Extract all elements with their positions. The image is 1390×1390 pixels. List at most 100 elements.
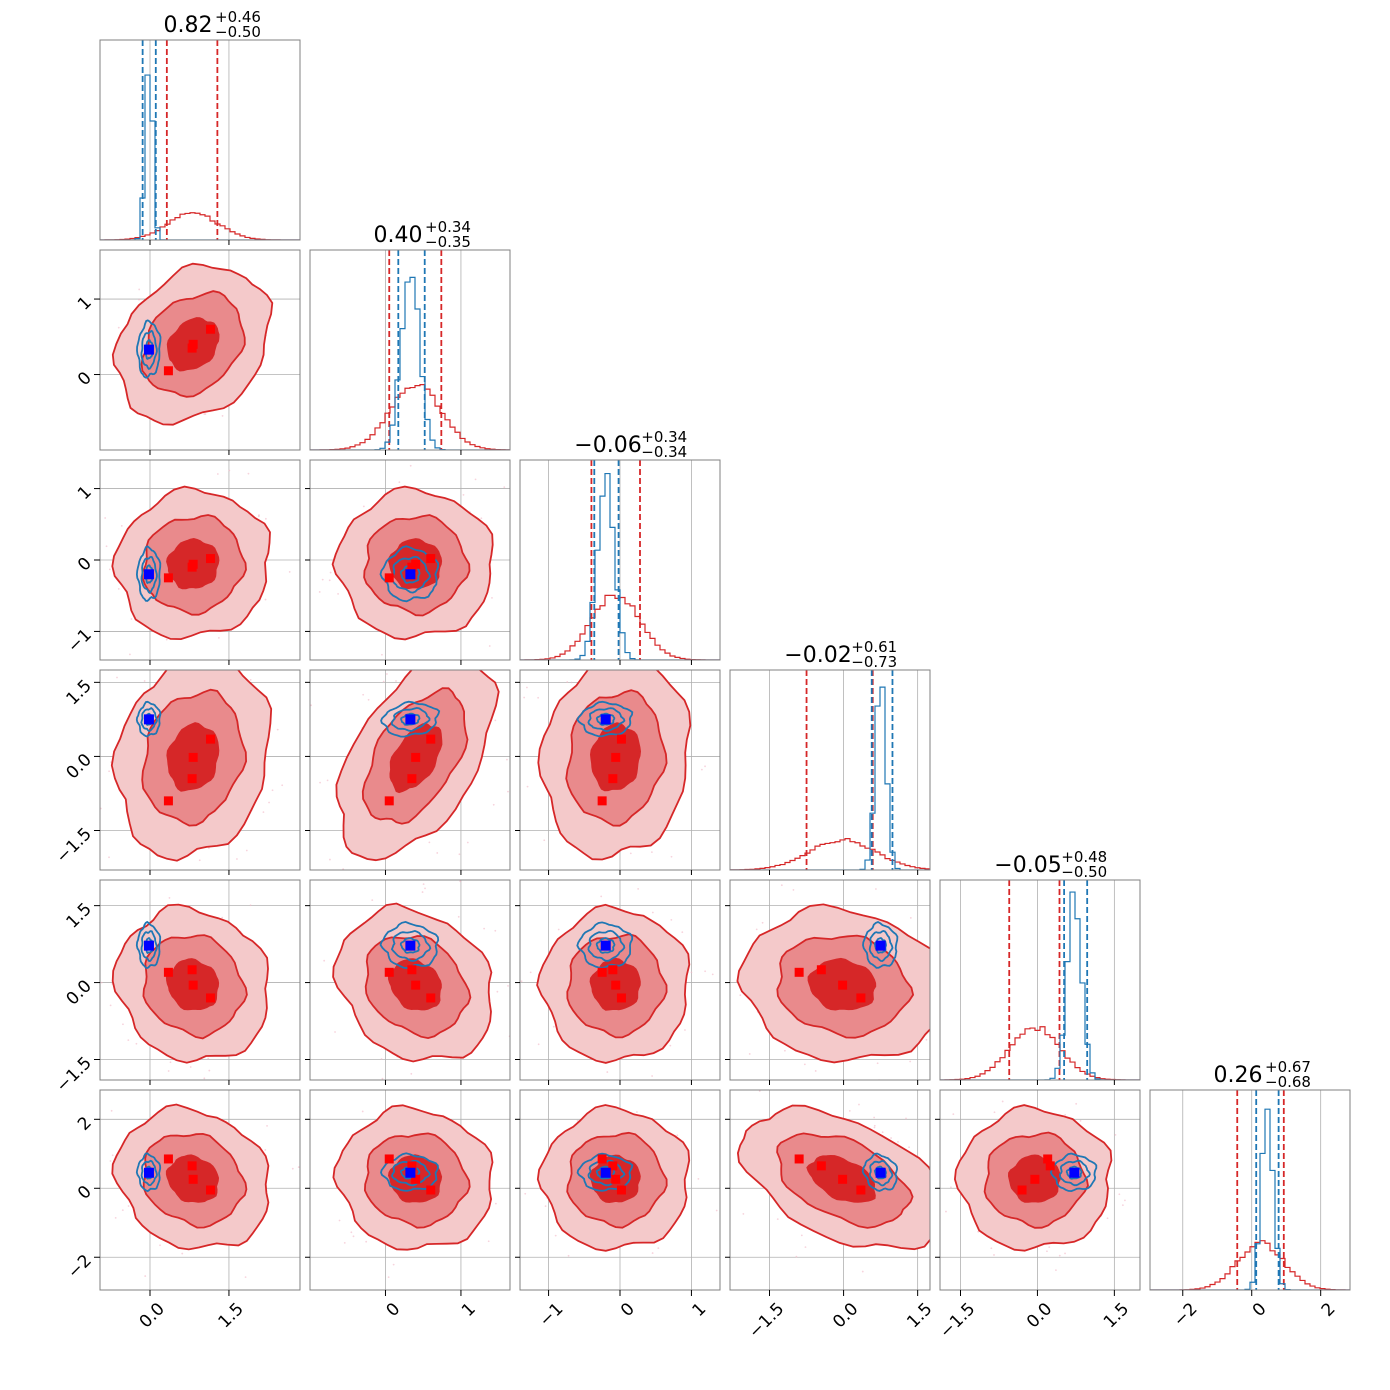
sample-point — [552, 1025, 555, 1028]
sample-point — [503, 486, 506, 489]
truth-marker — [405, 940, 416, 951]
sample-point — [944, 945, 946, 947]
sample-point — [637, 887, 640, 890]
sample-point — [146, 1077, 148, 1079]
sample-point — [203, 1077, 206, 1080]
y-tick-label: 1 — [74, 293, 96, 315]
panel-frame — [309, 249, 511, 451]
red-contour — [776, 1132, 914, 1229]
sample-point — [583, 665, 585, 667]
sample-point — [385, 673, 388, 675]
blue-contour — [576, 921, 634, 969]
blue-contour — [136, 319, 162, 379]
sample-point — [121, 1209, 124, 1212]
sample-point — [993, 1254, 995, 1256]
panel-frame — [99, 249, 301, 451]
blue-contour — [868, 1159, 894, 1187]
x-tick-label: −1.5 — [745, 1299, 788, 1342]
sample-point — [487, 1240, 490, 1243]
sample-point — [977, 1230, 980, 1233]
sample-point — [398, 481, 401, 484]
red-contour — [332, 902, 493, 1063]
sample-point — [117, 326, 120, 329]
panel-frame — [99, 879, 301, 1081]
sample-point — [329, 571, 332, 574]
red-contour — [111, 1103, 270, 1251]
sample-point — [795, 1255, 798, 1258]
sample-point — [111, 1154, 114, 1157]
sample-point — [711, 973, 714, 976]
sample-point — [264, 598, 267, 601]
sample-point — [207, 1057, 210, 1060]
sample-point — [380, 1058, 383, 1060]
sample-point — [1118, 1193, 1121, 1196]
red-marker — [611, 1174, 621, 1184]
sample-point — [110, 1109, 113, 1112]
sample-point — [1048, 1246, 1051, 1249]
panel-5-3 — [730, 1090, 939, 1290]
sample-point — [529, 971, 532, 974]
sample-point — [651, 1252, 654, 1254]
sample-point — [109, 1004, 112, 1007]
x-tick-label: 1 — [688, 1299, 710, 1321]
sample-point — [537, 1043, 540, 1046]
y-tick-label: 0.0 — [63, 750, 96, 783]
hist-title-value: 0.26 — [1214, 1063, 1263, 1088]
truth-marker — [875, 1167, 886, 1178]
blue-contour — [576, 1152, 634, 1192]
sample-point — [447, 1091, 449, 1093]
sample-point — [96, 723, 98, 725]
sample-point — [127, 1205, 130, 1207]
red-marker — [206, 993, 216, 1003]
sample-point — [666, 1071, 668, 1073]
sample-point — [29, 324, 31, 326]
sample-point — [937, 1244, 939, 1246]
sample-point — [803, 1063, 806, 1066]
sample-point — [114, 1216, 117, 1219]
panel-frame — [309, 879, 511, 1081]
sample-point — [198, 859, 201, 862]
red-marker — [187, 965, 197, 975]
sample-point — [606, 1071, 609, 1073]
red-marker — [816, 965, 826, 975]
sample-point — [1064, 1114, 1067, 1116]
sample-point — [873, 1116, 876, 1119]
sample-point — [386, 887, 388, 889]
truth-marker — [405, 714, 416, 725]
y-tick-label: 0 — [74, 368, 96, 390]
panel-4-3 — [730, 880, 978, 1080]
red-marker — [163, 967, 173, 977]
red-marker — [608, 1161, 618, 1171]
panel-frame — [309, 1089, 511, 1291]
sample-point — [993, 1111, 996, 1114]
sample-point — [458, 853, 461, 856]
blue-contour — [868, 929, 894, 963]
red-marker — [163, 1154, 173, 1164]
hist-title-value: −0.05 — [994, 853, 1061, 878]
red-marker — [616, 734, 626, 744]
y-tick-label: −1 — [64, 625, 96, 657]
hist-title-minus: −0.34 — [641, 443, 687, 461]
sample-point — [494, 929, 497, 932]
hist-title-minus: −0.50 — [215, 23, 261, 41]
sample-point — [704, 970, 707, 973]
sample-point — [189, 1066, 192, 1068]
sample-point — [288, 571, 291, 573]
sample-point — [480, 517, 483, 520]
sample-point — [394, 657, 396, 659]
sample-point — [1046, 1250, 1048, 1253]
sample-point — [554, 1234, 557, 1237]
sample-point — [100, 981, 103, 984]
sample-point — [262, 811, 265, 813]
sample-point — [488, 645, 491, 647]
red-histogram — [310, 384, 510, 450]
blue-contour — [1059, 1159, 1091, 1187]
blue-contour — [135, 920, 162, 969]
sample-point — [976, 1020, 978, 1022]
panel-frame — [1149, 1089, 1351, 1291]
sample-point — [873, 1124, 876, 1127]
blue-histogram — [310, 276, 510, 450]
sample-point — [117, 588, 120, 590]
sample-point — [264, 1149, 267, 1151]
sample-point — [334, 1031, 336, 1033]
